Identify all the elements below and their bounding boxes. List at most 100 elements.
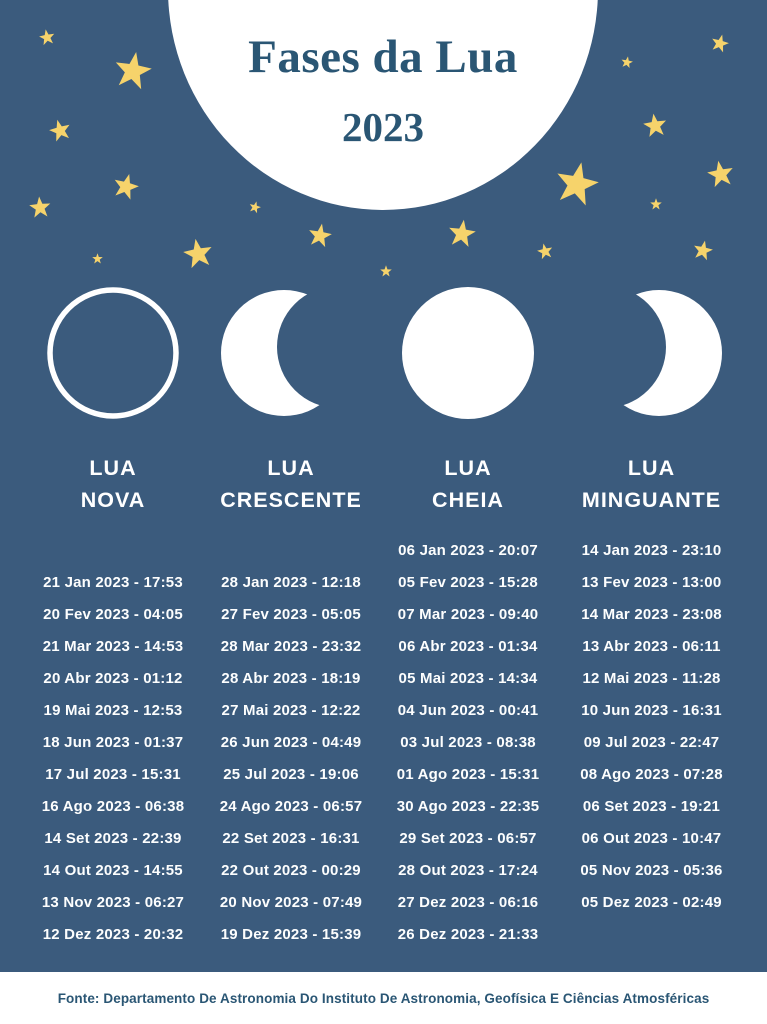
phase-date: 03 Jul 2023 - 08:38	[400, 733, 536, 751]
phase-date: 27 Fev 2023 - 05:05	[221, 605, 361, 623]
phase-date: 19 Mai 2023 - 12:53	[43, 701, 183, 719]
phase-date: 05 Nov 2023 - 05:36	[580, 861, 723, 879]
phase-date: 19 Dez 2023 - 15:39	[220, 925, 362, 943]
star-icon	[115, 52, 152, 90]
phase-date: 18 Jun 2023 - 01:37	[42, 733, 184, 751]
phase-date: 20 Nov 2023 - 07:49	[219, 893, 363, 911]
phase-date: 21 Mar 2023 - 14:53	[42, 637, 184, 655]
phase-date: 14 Mar 2023 - 23:08	[581, 605, 722, 623]
dates-column-cheia: 06 Jan 2023 - 20:07 05 Fev 2023 - 15:28 07…	[378, 534, 558, 950]
phase-date: 25 Jul 2023 - 19:06	[223, 765, 359, 783]
star-icon	[643, 113, 667, 137]
phase-date: 05 Fev 2023 - 15:28	[398, 573, 538, 591]
phase-date: 20 Abr 2023 - 01:12	[43, 669, 183, 687]
footer-bar: Fonte: Departamento De Astronomia Do Ins…	[0, 972, 767, 1024]
phase-label-line: LUA	[627, 456, 676, 480]
phase-date: 13 Nov 2023 - 06:27	[41, 893, 185, 911]
phase-date: 09 Jul 2023 - 22:47	[583, 733, 720, 751]
phase-date: 22 Out 2023 - 00:29	[221, 861, 361, 879]
phase-date: 05 Mai 2023 - 14:34	[398, 669, 538, 687]
phase-date: 30 Ago 2023 - 22:35	[396, 797, 540, 815]
phase-date: 28 Abr 2023 - 18:19	[221, 669, 361, 687]
phase-date: 13 Fev 2023 - 13:00	[581, 573, 722, 591]
star-icon	[49, 119, 70, 142]
phase-date: 16 Ago 2023 - 06:38	[41, 797, 185, 815]
phase-label-line: LUA	[89, 456, 137, 480]
phase-date: 07 Mar 2023 - 09:40	[397, 605, 539, 623]
phase-date: 28 Mar 2023 - 23:32	[220, 637, 362, 655]
phase-date: 01 Ago 2023 - 15:31	[396, 765, 540, 783]
star-icon	[650, 198, 662, 210]
phase-date: 27 Mai 2023 - 12:22	[221, 701, 361, 719]
dates-column-crescente: 28 Jan 2023 - 12:18 27 Fev 2023 - 05:05 28…	[202, 534, 380, 950]
phase-date: 12 Dez 2023 - 20:32	[42, 925, 184, 943]
star-icon	[694, 240, 713, 261]
phase-date: 17 Jul 2023 - 15:31	[45, 765, 181, 783]
phase-date: 22 Set 2023 - 16:31	[222, 829, 360, 847]
moons-row	[0, 283, 767, 423]
phase-header-minguante: LUA MINGUANTE	[548, 452, 755, 516]
star-icon	[706, 160, 733, 187]
phase-label-line: MINGUANTE	[581, 488, 722, 512]
star-icon	[449, 219, 476, 247]
phase-date: 12 Mai 2023 - 11:28	[582, 669, 721, 687]
header-moon-circle: Fases da Lua 2023	[168, 0, 598, 210]
moon-cell-cheia	[378, 283, 558, 423]
phase-date: 04 Jun 2023 - 00:41	[397, 701, 539, 719]
phase-date: 28 Jan 2023 - 12:18	[221, 573, 361, 591]
moon-cell-minguante	[548, 283, 755, 423]
phase-label-line: CRESCENTE	[220, 488, 362, 512]
phase-date: 05 Dez 2023 - 02:49	[581, 893, 722, 911]
phase-date: 28 Out 2023 - 17:24	[398, 861, 538, 879]
phase-date: 06 Set 2023 - 19:21	[582, 797, 721, 815]
phase-date: 24 Ago 2023 - 06:57	[219, 797, 363, 815]
star-icon	[380, 265, 392, 277]
page-title: Fases da Lua	[248, 31, 518, 83]
star-icon	[712, 34, 729, 53]
star-icon	[309, 223, 332, 248]
star-icon	[91, 252, 103, 264]
phase-date: 14 Set 2023 - 22:39	[44, 829, 182, 847]
phase-date: 06 Out 2023 - 10:47	[581, 829, 722, 847]
dates-column-nova: 21 Jan 2023 - 17:53 20 Fev 2023 - 04:05 21…	[12, 534, 214, 950]
phase-label-line: NOVA	[80, 488, 146, 512]
phase-date: 14 Jan 2023 - 23:10	[581, 541, 722, 559]
phase-date: 14 Out 2023 - 14:55	[43, 861, 183, 879]
phase-label-line: LUA	[267, 456, 315, 480]
phase-date: 06 Abr 2023 - 01:34	[398, 637, 538, 655]
new-moon-icon	[47, 287, 179, 419]
phase-date: 21 Jan 2023 - 17:53	[43, 573, 183, 591]
phase-header-cheia: LUA CHEIA	[378, 452, 558, 516]
source-attribution: Fonte: Departamento De Astronomia Do Ins…	[57, 990, 710, 1006]
star-icon	[557, 162, 599, 206]
phase-label-line: LUA	[444, 456, 492, 480]
phase-date: 26 Dez 2023 - 21:33	[397, 925, 539, 943]
waning-crescent-icon	[581, 283, 722, 423]
phase-date: 27 Dez 2023 - 06:16	[397, 893, 539, 911]
moon-cell-nova	[12, 283, 214, 423]
year-label: 2023	[342, 104, 424, 150]
star-icon	[183, 238, 212, 269]
phase-headers-row: LUA NOVA LUA CRESCENTE LUA CHEIA LUA MIN…	[0, 452, 767, 516]
phase-date: 26 Jun 2023 - 04:49	[220, 733, 362, 751]
star-icon	[621, 56, 633, 69]
phase-header-crescente: LUA CRESCENTE	[202, 452, 380, 516]
phase-date: 06 Jan 2023 - 20:07	[398, 541, 538, 559]
phase-label-line: CHEIA	[432, 488, 504, 512]
star-icon	[249, 201, 261, 214]
waxing-crescent-icon	[221, 283, 361, 423]
star-icon	[39, 29, 55, 46]
phase-date: 20 Fev 2023 - 04:05	[43, 605, 183, 623]
star-icon	[537, 243, 553, 260]
star-icon	[114, 173, 139, 200]
phase-date: 13 Abr 2023 - 06:11	[582, 637, 721, 655]
dates-row: 21 Jan 2023 - 17:53 20 Fev 2023 - 04:05 21…	[0, 534, 767, 950]
phase-date: 08 Ago 2023 - 07:28	[580, 765, 723, 783]
star-icon	[29, 196, 51, 218]
dates-column-minguante: 14 Jan 2023 - 23:10 13 Fev 2023 - 13:00 14…	[548, 534, 755, 950]
full-moon-icon	[402, 287, 534, 419]
phase-header-nova: LUA NOVA	[12, 452, 214, 516]
phase-date: 10 Jun 2023 - 16:31	[581, 701, 722, 719]
moon-cell-crescente	[202, 283, 380, 423]
